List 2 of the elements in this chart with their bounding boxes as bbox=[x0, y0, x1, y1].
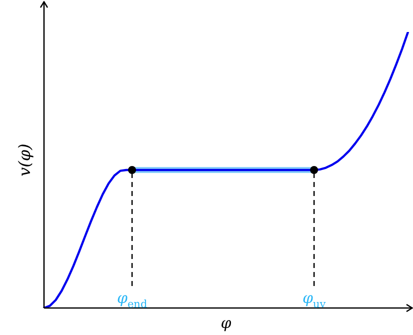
y-axis-title: v(φ) bbox=[15, 144, 34, 176]
x-axis-title: φ bbox=[220, 314, 232, 332]
